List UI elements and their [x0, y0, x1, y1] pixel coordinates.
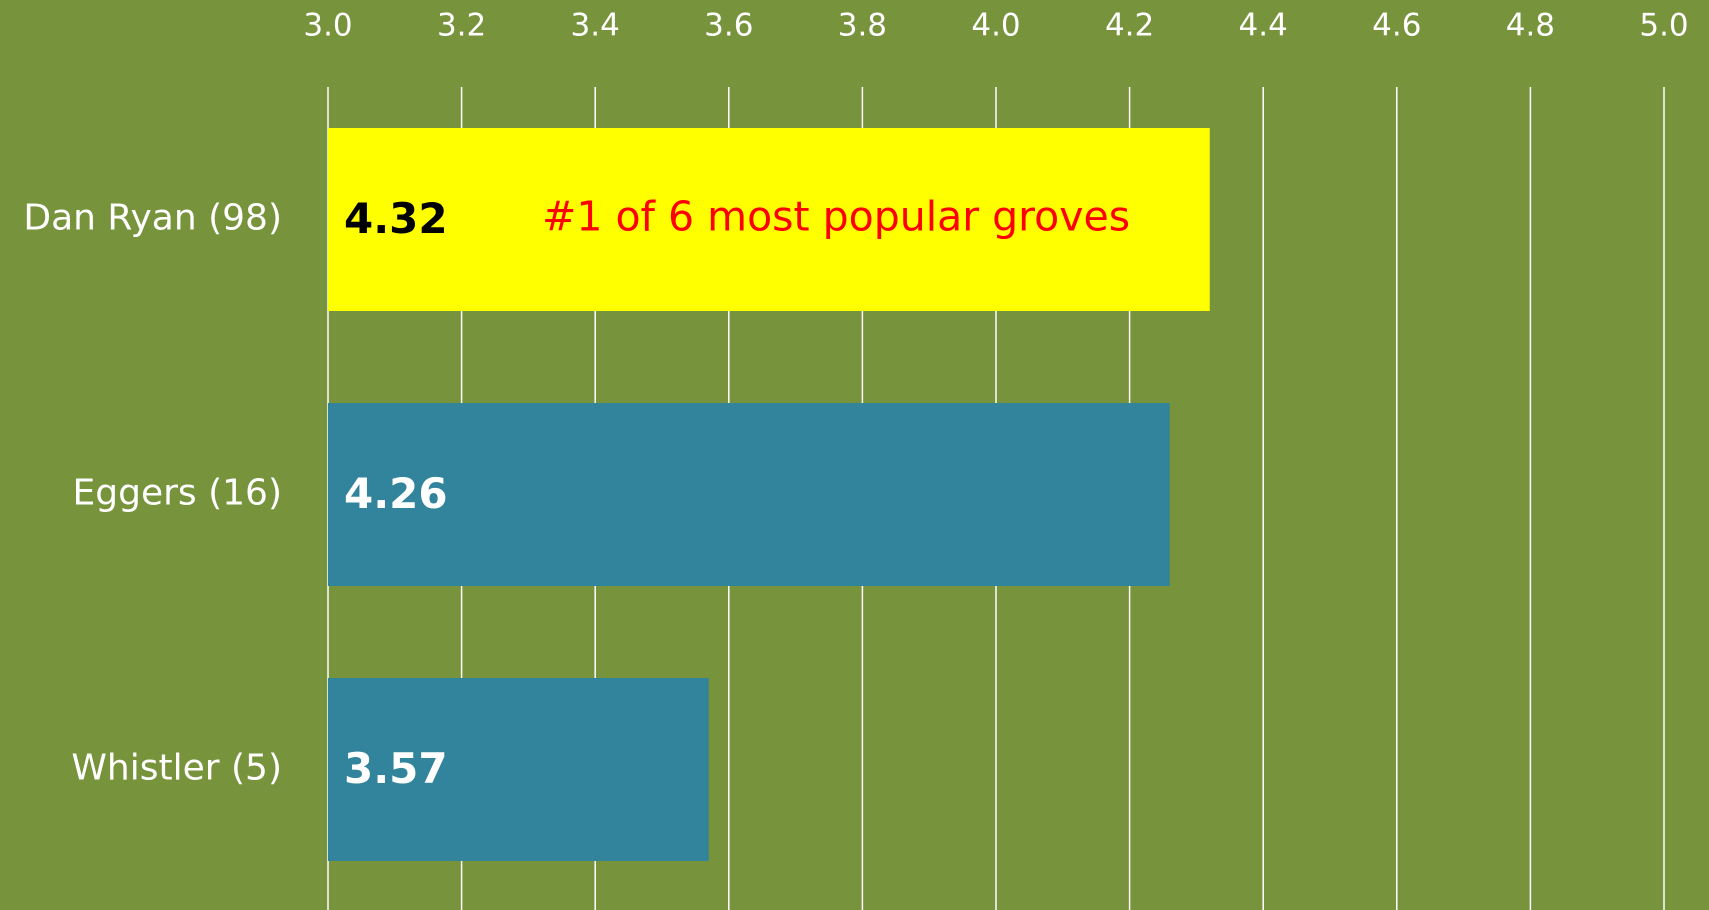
x-tick-label: 3.8 — [838, 8, 887, 44]
y-tick-label: Whistler (5) — [71, 748, 282, 789]
x-tick-label: 4.8 — [1506, 8, 1555, 44]
x-tick-label: 5.0 — [1639, 8, 1688, 44]
x-tick-label: 3.0 — [303, 8, 352, 44]
annotation: #1 of 6 most popular groves — [542, 193, 1130, 241]
bar — [328, 128, 1210, 311]
value-label: 4.26 — [344, 469, 448, 518]
y-tick-label: Dan Ryan (98) — [23, 198, 282, 239]
x-tick-label: 3.2 — [437, 8, 486, 44]
x-tick-label: 4.4 — [1239, 8, 1288, 44]
y-tick-label: Eggers (16) — [73, 473, 283, 514]
value-label: 3.57 — [344, 744, 448, 793]
x-tick-label: 4.6 — [1372, 8, 1421, 44]
bar — [328, 403, 1170, 586]
x-tick-label: 4.0 — [971, 8, 1020, 44]
x-tick-label: 3.6 — [704, 8, 753, 44]
x-tick-label: 4.2 — [1105, 8, 1154, 44]
value-label: 4.32 — [344, 194, 448, 243]
x-tick-label: 3.4 — [571, 8, 620, 44]
bar — [328, 678, 709, 861]
